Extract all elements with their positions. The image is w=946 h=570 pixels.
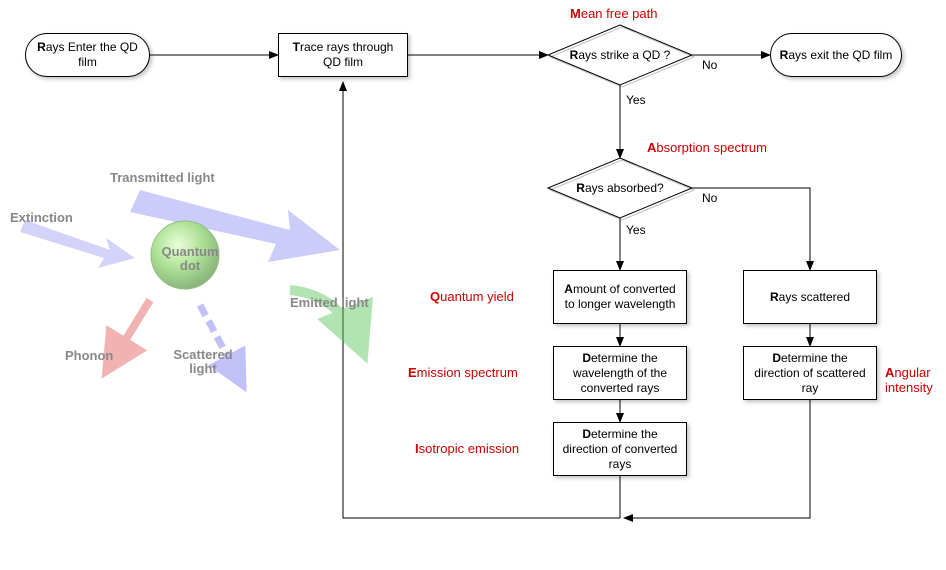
edge-yes2: Yes — [626, 223, 646, 237]
edge-no1: No — [702, 58, 717, 72]
label-meanfree: Mean free path — [570, 6, 657, 21]
node-strike: Rays strike a QD ? — [548, 25, 692, 85]
illus-label-emit: Emitted light — [290, 295, 369, 310]
node-amount: Amount of converted to longer wavelength — [553, 270, 687, 324]
node-convdir: Determine the direction of converted ray… — [553, 422, 687, 476]
label-emspec: Emission spectrum — [408, 365, 518, 380]
edge-no2: No — [702, 191, 717, 205]
node-wavelength: Determine the wavelength of the converte… — [553, 346, 687, 400]
node-exit: Rays exit the QD film — [770, 33, 902, 77]
node-trace: Trace rays through QD film — [278, 33, 408, 77]
illus-label-phonon: Phonon — [65, 348, 113, 363]
label-isoemit: Isotropic emission — [415, 441, 519, 456]
label-abspec: Absorption spectrum — [647, 140, 767, 155]
edge-yes1: Yes — [626, 93, 646, 107]
node-scattered: Rays scattered — [743, 270, 877, 324]
label-qyield: Quantum yield — [430, 289, 514, 304]
illus-label-scat: Scattered light — [168, 348, 238, 377]
label-angint: Angular intensity — [885, 365, 945, 395]
illus-label-ext: Extinction — [10, 210, 73, 225]
illus-label-qd: Quantum dot — [155, 245, 225, 274]
illus-label-trans: Transmitted light — [110, 170, 215, 185]
node-start: Rays Enter the QD film — [25, 33, 150, 77]
node-absorbed: Rays absorbed? — [548, 158, 692, 218]
node-scatdir: Determine the direction of scattered ray — [743, 346, 877, 400]
